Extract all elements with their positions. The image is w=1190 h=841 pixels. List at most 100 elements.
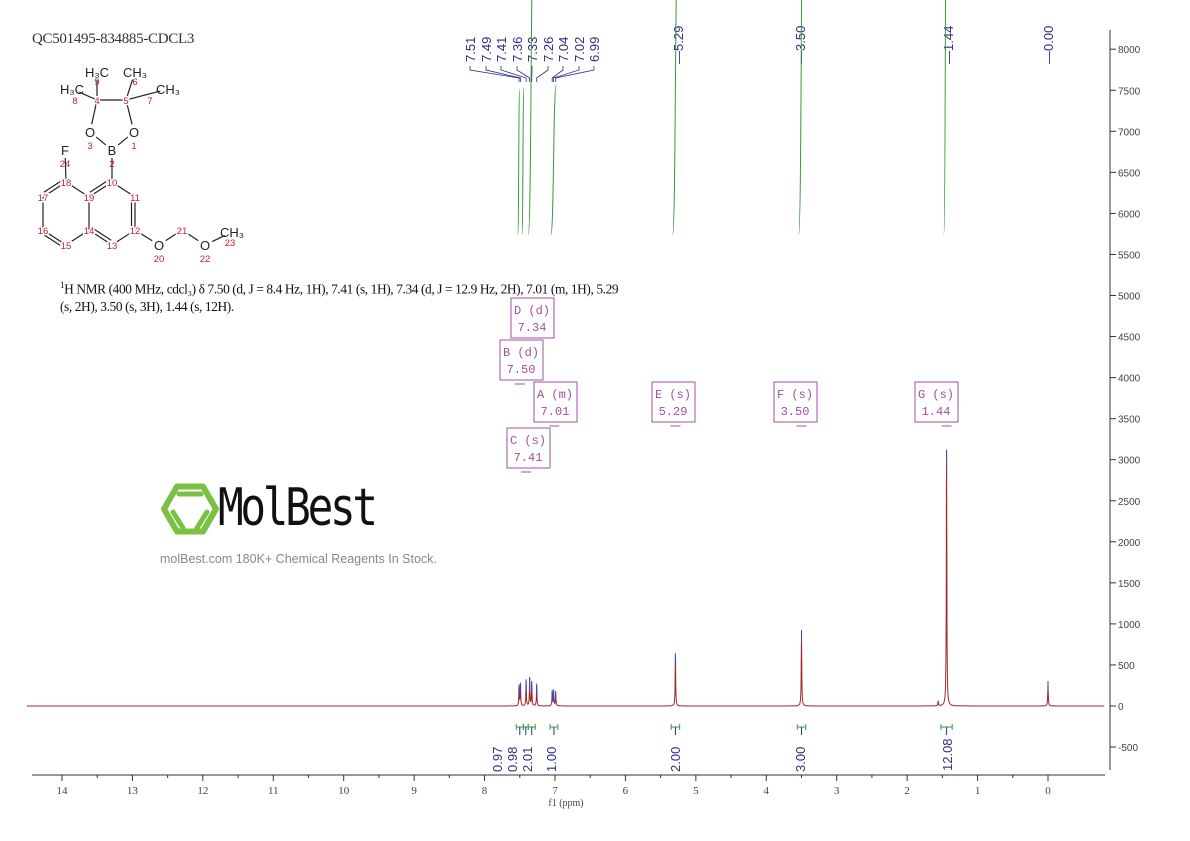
x-tick-label: 7 [552, 785, 558, 797]
multiplet-shift: 7.50 [507, 363, 536, 377]
multiplet-box-C: C (s) 7.41 [506, 427, 551, 473]
atom-number-c13: 13 [107, 241, 118, 252]
peak-label-connector [553, 66, 580, 82]
atom-label-ch3-6: CH₃ [123, 65, 147, 80]
atom-number-c10: 10 [107, 178, 118, 189]
x-tick-label: 5 [693, 785, 699, 797]
integral-value: 0.98 [505, 747, 520, 772]
y-tick-label: 5500 [1118, 250, 1141, 261]
integral-curve [527, 0, 533, 236]
y-tick-label: 3000 [1118, 456, 1141, 467]
atom-label-o20: O [154, 238, 164, 253]
x-tick-label: 6 [623, 785, 629, 797]
multiplet-shift: 5.29 [659, 405, 688, 419]
x-tick-label: 4 [764, 785, 770, 797]
double-bond [89, 180, 108, 193]
multiplet-label: G (s) [918, 388, 954, 402]
atom-number-c19: 19 [84, 193, 95, 204]
atom-number-f24: 24 [60, 159, 71, 170]
bond [125, 79, 134, 101]
multiplet-box-frame [533, 381, 578, 423]
atom-number-h3c-9: 9 [94, 77, 99, 88]
x-tick-label: 8 [482, 785, 488, 797]
atom-number-c16: 16 [38, 226, 49, 237]
atom-number-c14: 14 [84, 226, 95, 237]
spectrum-line [26, 451, 1105, 707]
multiplet-label: F (s) [777, 388, 813, 402]
multiplet-box-G: G (s) 1.44 [914, 381, 959, 427]
peak-label: 7.04 [556, 37, 571, 62]
y-tick-label: 3500 [1118, 415, 1141, 426]
atom-number-c21: 21 [177, 226, 188, 237]
multiplet-label: A (m) [537, 388, 573, 402]
atom-number-c17: 17 [38, 193, 49, 204]
watermark-tagline: molBest.com 180K+ Chemical Reagents In S… [160, 552, 437, 566]
bond [42, 229, 67, 246]
y-tick-label: 4000 [1118, 374, 1141, 385]
integral-curve [517, 88, 521, 236]
peak-label-connector [551, 66, 564, 82]
peak-label: 6.99 [587, 37, 602, 62]
peak-label-connector [500, 66, 527, 82]
peak-label: 7.02 [572, 37, 587, 62]
x-tick-label: 2 [904, 785, 910, 797]
integral-curve [550, 84, 557, 236]
y-tick-label: 5000 [1118, 292, 1141, 303]
integral-value: 2.01 [520, 747, 535, 772]
atom-number-h3c-8: 8 [72, 96, 77, 107]
peak-label: —0.00 [1041, 26, 1056, 64]
multiplet-shift: 7.01 [541, 405, 570, 419]
double-bond [93, 228, 112, 241]
watermark-logo-text: MolBest [218, 478, 378, 538]
multiplet-box-frame [499, 339, 544, 381]
logo-inner-bond [194, 509, 210, 531]
y-tick-label: 6500 [1118, 168, 1141, 179]
bond [125, 99, 133, 125]
y-tick-label: 2000 [1118, 538, 1141, 549]
bond [111, 181, 136, 198]
nmr-description-text: H NMR (400 MHz, cdcl₃) δ 7.50 (d, J = 8.… [60, 281, 619, 315]
integral-value: 3.00 [793, 747, 808, 772]
y-tick-label: 1000 [1118, 620, 1141, 631]
peak-label: —5.29 [671, 26, 686, 64]
multiplet-shift: 1.44 [922, 405, 951, 419]
y-tick-label: 500 [1118, 661, 1135, 672]
peak-label-connector [469, 66, 520, 82]
peak-label: 7.26 [541, 37, 556, 62]
atom-number-c15: 15 [61, 241, 72, 252]
x-tick-label: 1 [975, 785, 981, 797]
peak-label: —1.44 [941, 26, 956, 64]
multiplet-box-frame [506, 427, 551, 469]
nucleus-superscript: 1 [60, 280, 65, 290]
x-tick-label: 10 [338, 785, 350, 797]
atom-label-ch3-7: CH₃ [156, 82, 180, 97]
peak-label: 7.33 [525, 37, 540, 62]
peak-label: —3.50 [793, 26, 808, 64]
multiplet-box-D: D (d) 7.34 [510, 297, 555, 343]
atom-number-c11: 11 [130, 193, 140, 204]
bond [165, 229, 183, 242]
atom-number-ch3-6: 6 [132, 77, 137, 88]
integral-value: 2.00 [668, 747, 683, 772]
multiplet-box-A: A (m) 7.01 [533, 381, 578, 427]
atom-label-o22: O [200, 238, 210, 253]
atom-number-b2: 2 [109, 159, 114, 170]
y-tick-label: 7500 [1118, 86, 1141, 97]
peak-label-connector [536, 66, 549, 82]
multiplet-label: B (d) [503, 346, 539, 360]
bond [211, 234, 226, 243]
y-tick-label: 0 [1118, 702, 1124, 713]
integral-value: 1.00 [544, 747, 559, 772]
multiplet-shift: 7.41 [514, 451, 543, 465]
integral-curve [672, 0, 677, 236]
y-tick-label: 2500 [1118, 497, 1141, 508]
x-axis-title: f1 (ppm) [548, 798, 583, 809]
multiplet-box-frame [651, 381, 696, 423]
peak-label: 7.36 [510, 37, 525, 62]
logo-hexagon-icon [161, 483, 219, 535]
peak-label: 7.51 [463, 37, 478, 62]
atom-number-c18: 18 [61, 178, 72, 189]
y-tick-label: 6000 [1118, 209, 1141, 220]
multiplet-box-B: B (d) 7.50 [499, 339, 544, 385]
